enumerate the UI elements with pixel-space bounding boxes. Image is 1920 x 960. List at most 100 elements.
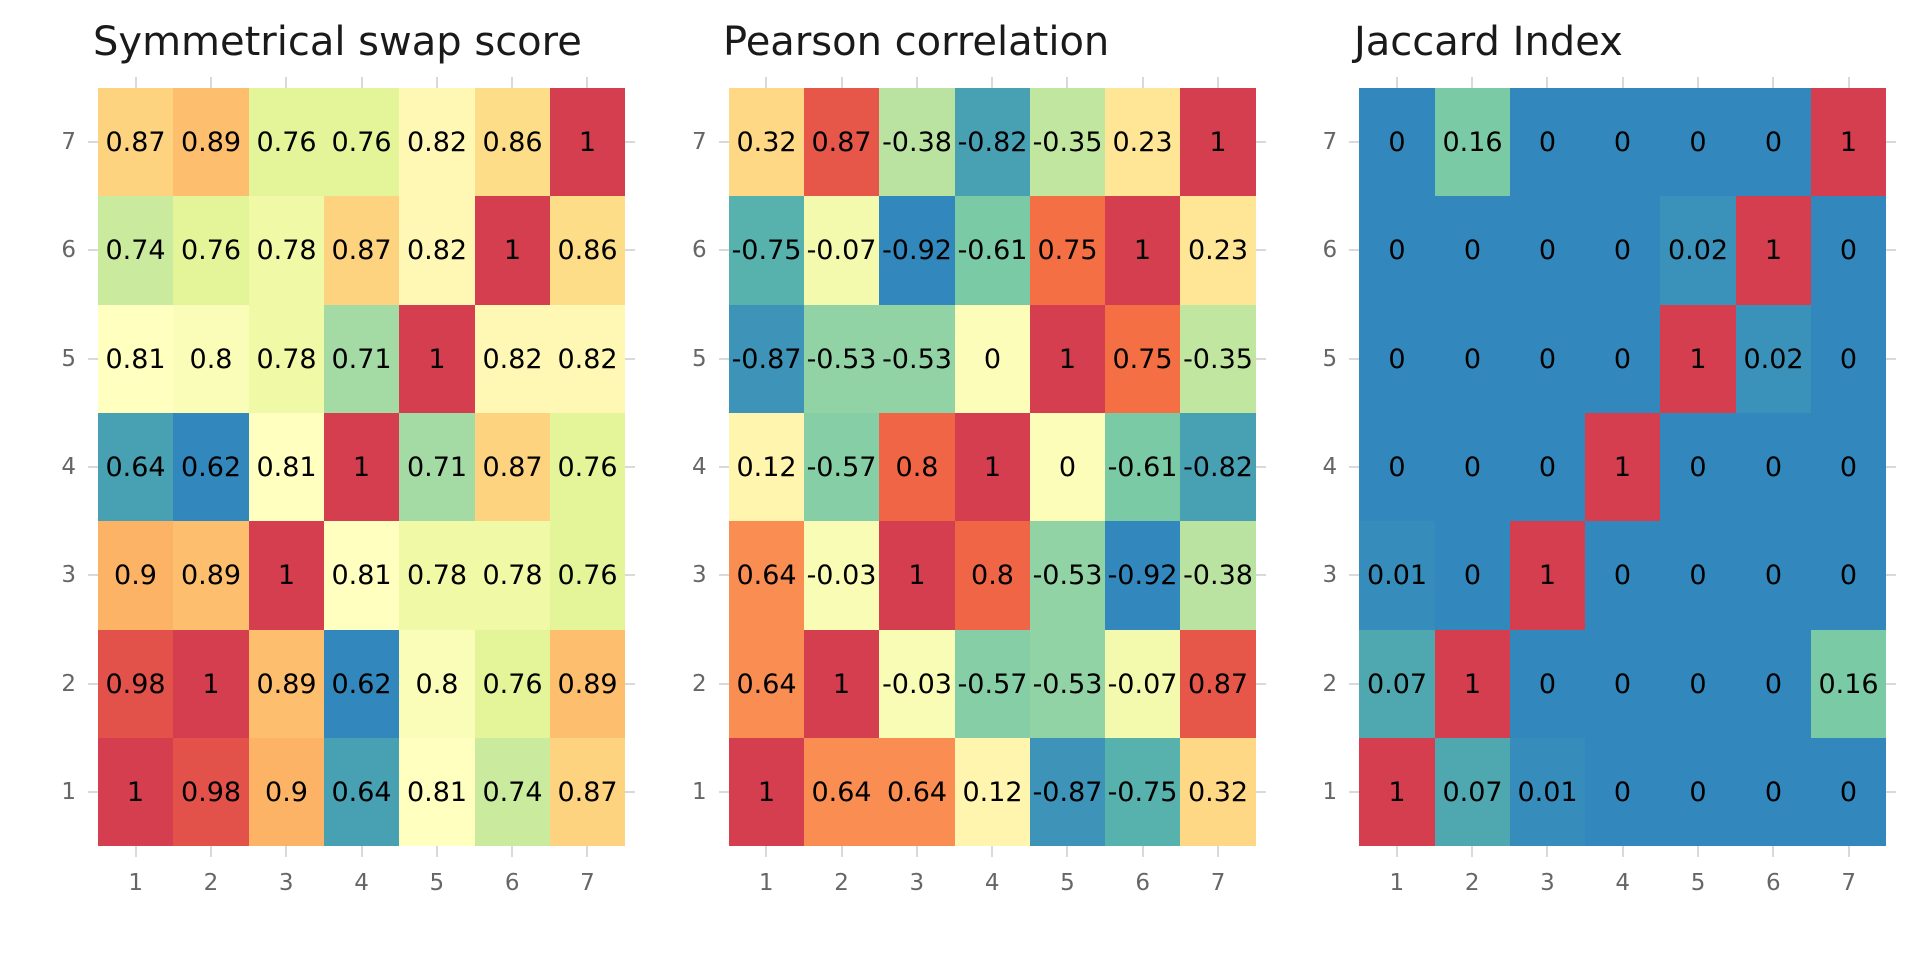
heatmap-cell: 0	[1585, 305, 1660, 413]
heatmap-cell: 0.64	[98, 413, 173, 521]
heatmap-cell: -0.57	[955, 630, 1030, 738]
heatmap-cell: 1	[1435, 630, 1510, 738]
y-tick-mark-left	[88, 357, 98, 360]
cell-value: 0.16	[1818, 668, 1879, 700]
y-tick-mark-left	[718, 790, 729, 793]
cell-value: 1	[832, 668, 851, 700]
x-tick-label: 5	[1690, 870, 1706, 896]
heatmap-cell: -0.07	[1105, 630, 1180, 738]
heatmap-cell: -0.75	[729, 196, 804, 305]
heatmap-cell: 0.71	[324, 305, 399, 413]
x-tick-mark-top	[586, 77, 589, 88]
cell-value: 1	[1209, 126, 1227, 158]
heatmap-cell: 0.8	[879, 413, 955, 521]
cell-value: 0.75	[1112, 343, 1173, 375]
cell-value: 1	[503, 235, 522, 266]
heatmap-cell: 0	[1359, 413, 1435, 521]
y-tick-label: 7	[1322, 129, 1338, 156]
y-tick-label: 3	[691, 562, 707, 589]
x-tick-mark-bottom	[915, 846, 918, 857]
y-tick-mark-left	[1349, 466, 1360, 469]
y-tick-label: 3	[61, 562, 76, 589]
cell-value: 0	[1388, 451, 1406, 483]
y-tick-label: 5	[61, 345, 76, 372]
cell-value: 0	[1613, 126, 1632, 158]
cell-value: -0.53	[806, 343, 877, 375]
cell-value: 0	[983, 343, 1002, 375]
cell-value: 0.32	[736, 126, 797, 158]
x-tick-mark-bottom	[285, 846, 288, 857]
x-tick-label: 3	[1540, 870, 1555, 896]
heatmap-cell: 0.82	[550, 305, 625, 413]
heatmap-cell: 0	[1435, 521, 1510, 630]
y-tick-mark-left	[718, 357, 729, 360]
y-tick-label: 6	[1322, 237, 1338, 264]
cell-value: 0.71	[331, 343, 392, 375]
heatmap-cell: 0.16	[1811, 630, 1886, 738]
y-tick-mark-right	[1256, 141, 1266, 144]
cell-value: 0.81	[105, 343, 166, 375]
heatmap-cell: 0.12	[729, 413, 804, 521]
x-tick-label: 4	[984, 870, 1000, 896]
heatmap-cell: 0.98	[98, 630, 173, 738]
panel-title: Jaccard Index	[1354, 19, 1623, 65]
x-tick-mark-top	[1141, 77, 1144, 88]
cell-value: 0	[1538, 343, 1557, 375]
x-tick-label: 1	[128, 870, 143, 896]
cell-value: 0.78	[256, 343, 317, 375]
cell-value: -0.35	[1183, 343, 1253, 375]
heatmap-cell: -0.61	[955, 196, 1030, 305]
cell-value: 1	[1613, 451, 1632, 483]
heatmap-cell: 0.87	[98, 88, 173, 196]
heatmap-cell: 1	[1105, 196, 1180, 305]
heatmap-cell: -0.57	[804, 413, 879, 521]
cell-value: 0	[1764, 126, 1783, 158]
y-tick-mark-right	[1256, 249, 1266, 252]
x-tick-label: 4	[1615, 870, 1631, 896]
x-tick-label: 2	[834, 870, 849, 896]
heatmap-cell: 0.9	[249, 738, 324, 846]
cell-value: 1	[1839, 126, 1858, 158]
cell-value: 1	[277, 560, 296, 591]
heatmap-cell: 1	[1030, 305, 1105, 413]
cell-value: 0.89	[180, 126, 242, 158]
heatmap-cell: 0.78	[475, 521, 550, 630]
heatmap-cell: 0	[1811, 196, 1886, 305]
heatmap-cell: 1	[1736, 196, 1811, 305]
x-tick-mark-bottom	[1621, 846, 1624, 857]
y-tick-mark-left	[1349, 249, 1360, 252]
cell-value: -0.03	[806, 560, 877, 591]
cell-value: 0.71	[406, 451, 468, 483]
heatmap-cell: 0	[1660, 738, 1736, 846]
cell-value: 0.82	[406, 126, 468, 158]
heatmap-cell: 0.75	[1030, 196, 1105, 305]
cell-value: 0.86	[482, 126, 543, 158]
heatmap-cell: 0	[1585, 738, 1660, 846]
cell-value: 0.89	[557, 668, 618, 700]
y-tick-mark-right	[625, 249, 635, 252]
heatmap-cell: 0.76	[550, 521, 625, 630]
cell-value: 0.82	[557, 343, 618, 375]
cell-value: -0.07	[1107, 668, 1178, 700]
y-tick-label: 7	[61, 129, 76, 156]
cell-value: 0.62	[180, 451, 242, 483]
y-tick-label: 5	[691, 345, 707, 372]
heatmap-cell: 1	[1510, 521, 1585, 630]
cell-value: 0.76	[482, 668, 543, 700]
heatmap-cell: 0.74	[98, 196, 173, 305]
cell-value: 0	[1689, 560, 1707, 591]
x-tick-label: 2	[1464, 870, 1480, 896]
heatmap-cell: 0.8	[173, 305, 249, 413]
cell-value: -0.82	[957, 126, 1028, 158]
x-tick-mark-top	[134, 77, 137, 88]
cell-value: 0.64	[886, 776, 948, 808]
heatmap-cell: 0.78	[399, 521, 475, 630]
heatmap-cell: 0.32	[1180, 738, 1256, 846]
y-tick-mark-left	[718, 141, 729, 144]
cell-value: 0.78	[256, 235, 317, 266]
heatmap-cell: 0	[1736, 88, 1811, 196]
heatmap-cell: 0	[1660, 521, 1736, 630]
heatmap-cell: 0	[1736, 738, 1811, 846]
y-tick-label: 2	[61, 670, 76, 697]
